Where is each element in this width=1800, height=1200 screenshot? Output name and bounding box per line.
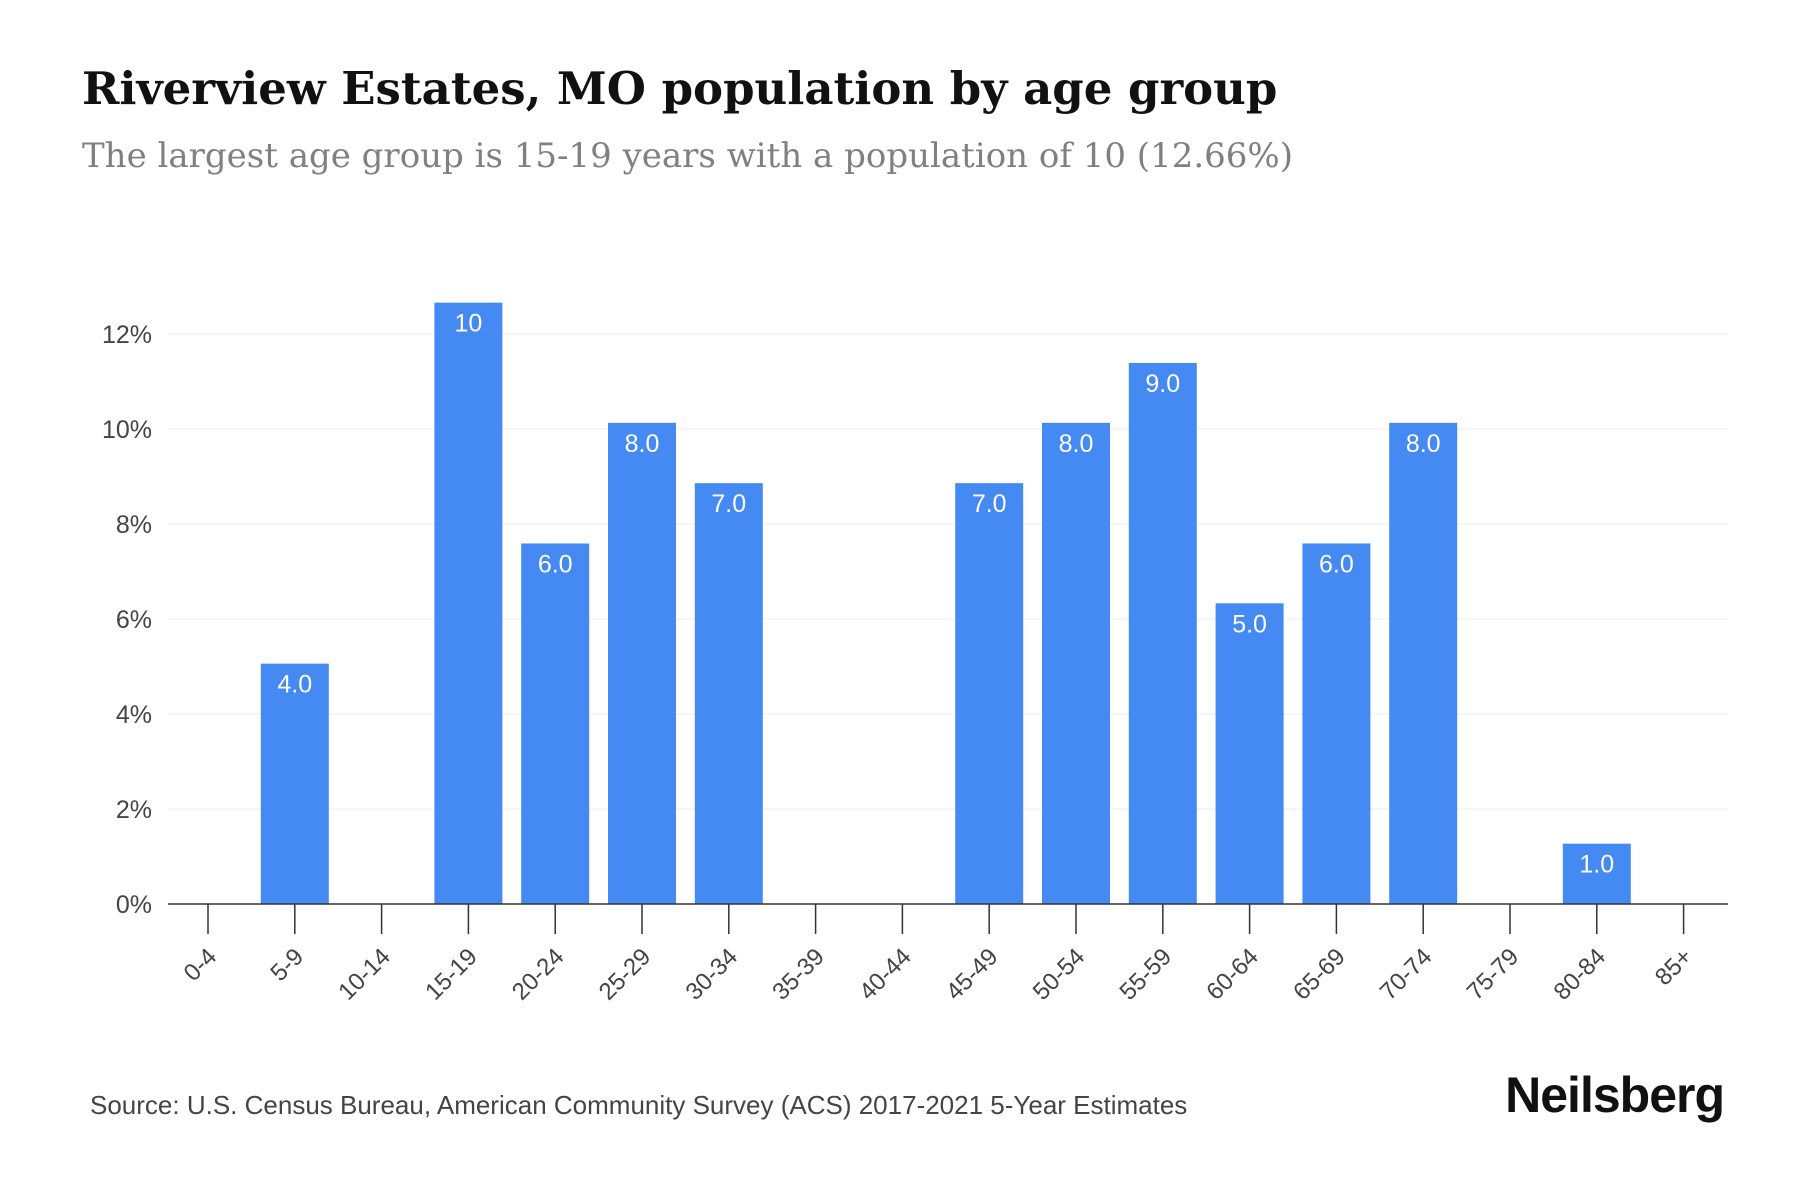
data-label: 4.0 [277, 671, 312, 699]
x-tick-label: 75-79 [1462, 943, 1525, 1006]
x-tick-label: 40-44 [854, 943, 917, 1006]
bar-50-54 [1042, 422, 1110, 904]
y-tick-label: 4% [116, 701, 152, 729]
bar-70-74 [1389, 422, 1458, 904]
x-tick-label: 20-24 [507, 943, 570, 1006]
y-tick-label: 2% [116, 796, 152, 824]
bar-15-19 [434, 302, 503, 904]
bar-45-49 [955, 483, 1024, 904]
bar-65-69 [1302, 543, 1371, 904]
bar-80-84 [1562, 843, 1631, 904]
y-tick-label: 8% [116, 511, 152, 539]
data-label: 8.0 [1406, 430, 1441, 458]
data-label: 5.0 [1232, 610, 1267, 638]
x-tick-label: 65-69 [1288, 943, 1351, 1006]
data-label: 6.0 [538, 550, 573, 578]
x-tick-label: 55-59 [1115, 943, 1178, 1006]
y-tick-label: 0% [116, 891, 152, 919]
y-tick-label: 12% [102, 321, 152, 349]
x-tick-label: 15-19 [420, 943, 483, 1006]
data-label: 7.0 [711, 490, 746, 518]
data-label: 9.0 [1145, 370, 1180, 398]
x-tick-label: 10-14 [333, 943, 396, 1006]
data-label: 8.0 [625, 430, 660, 458]
x-tick-label: 60-64 [1201, 943, 1264, 1006]
bar-25-29 [608, 422, 676, 904]
chart-subtitle: The largest age group is 15-19 years wit… [82, 136, 1293, 176]
data-label: 8.0 [1059, 430, 1094, 458]
x-tick-label: 50-54 [1028, 943, 1091, 1006]
x-tick-label: 30-34 [681, 943, 744, 1006]
brand-logo: Neilsberg [1505, 1067, 1725, 1123]
x-tick-label: 35-39 [767, 943, 830, 1006]
bar-20-24 [521, 543, 590, 904]
data-label: 1.0 [1579, 851, 1614, 879]
y-tick-label: 6% [116, 606, 152, 634]
chart-title: Riverview Estates, MO population by age … [82, 62, 1278, 115]
bar-55-59 [1128, 362, 1197, 905]
bar-30-34 [694, 483, 763, 904]
x-tick-label: 85+ [1650, 943, 1698, 991]
y-tick-label: 10% [102, 416, 152, 444]
source-note: Source: U.S. Census Bureau, American Com… [90, 1090, 1188, 1120]
bar-60-64 [1215, 603, 1284, 904]
data-label: 7.0 [972, 490, 1007, 518]
x-tick-label: 25-29 [594, 943, 657, 1006]
x-tick-label: 0-4 [179, 943, 223, 987]
data-label: 10 [454, 310, 482, 338]
x-tick-label: 80-84 [1549, 943, 1612, 1006]
x-tick-label: 45-49 [941, 943, 1004, 1006]
x-tick-label: 5-9 [265, 943, 309, 987]
x-tick-label: 70-74 [1375, 943, 1438, 1006]
bar-5-9 [260, 663, 329, 904]
data-label: 6.0 [1319, 550, 1354, 578]
